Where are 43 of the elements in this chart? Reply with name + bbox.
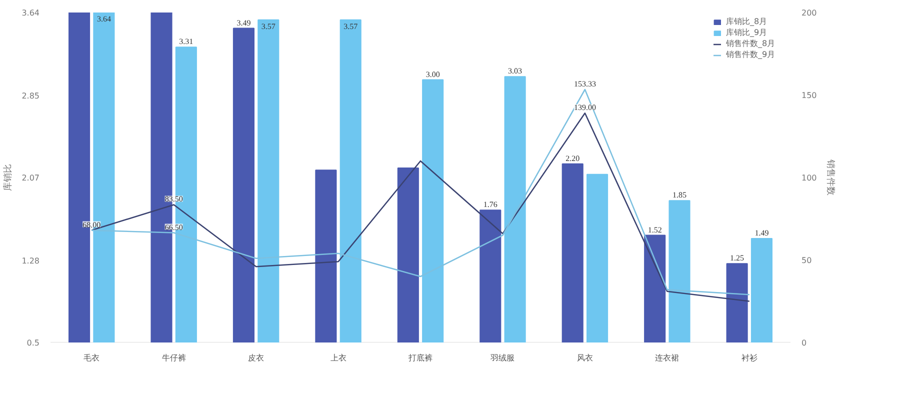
- y-tick-label: 2.85: [22, 92, 40, 101]
- legend-label: 销售件数_8月: [726, 38, 776, 49]
- y2-tick-label: 200: [802, 8, 817, 18]
- y-axis-title: 库销比: [2, 164, 14, 191]
- data-label: 1.52: [648, 225, 662, 234]
- y2-tick-label: 100: [802, 174, 817, 182]
- data-label: 3.64: [96, 14, 111, 24]
- y-tick-label: 1.28: [22, 256, 40, 266]
- data-label: 3.57: [344, 22, 358, 31]
- y-tick-label: 0.5: [26, 338, 40, 348]
- data-label: 153.33: [574, 80, 596, 89]
- x-tick-label: 连衣裙: [655, 354, 680, 362]
- x-tick-label: 衬衫: [741, 354, 758, 362]
- x-tick-label: 毛衣: [84, 354, 100, 362]
- legend-label: 库销比_8月: [726, 16, 768, 27]
- x-tick-label: 风衣: [576, 354, 593, 362]
- data-label: 3.49: [236, 18, 251, 28]
- x-tick-label: 打底裤: [408, 354, 432, 362]
- data-label: 3.03: [508, 66, 522, 76]
- data-label: 1.85: [672, 190, 686, 200]
- x-tick-label: 羽绒服: [490, 354, 515, 362]
- legend-label: 销售件数_9月: [726, 49, 776, 60]
- data-label: 3.00: [426, 70, 440, 79]
- y2-tick-label: 150: [802, 91, 817, 100]
- x-tick-label: 皮衣: [248, 354, 264, 362]
- y2-tick-label: 0: [802, 338, 807, 348]
- data-label: 3.57: [261, 22, 276, 31]
- data-label: 1.25: [730, 254, 744, 263]
- data-label: 139.00: [574, 103, 596, 112]
- data-label: 3.31: [179, 37, 194, 46]
- x-tick-label: 牛仔裤: [162, 354, 186, 362]
- y2-tick-label: 50: [802, 256, 812, 265]
- y2-axis-title: 销售件数: [824, 158, 836, 196]
- y-tick-label: 3.64: [22, 8, 40, 18]
- legend-label: 库销比_9月: [726, 27, 768, 38]
- data-label: 66.50: [164, 222, 183, 232]
- x-tick-label: 上衣: [330, 354, 346, 362]
- data-label: 1.76: [483, 200, 498, 210]
- data-label: 2.20: [566, 154, 580, 163]
- data-label: 83.50: [164, 194, 183, 204]
- data-label: 1.49: [754, 228, 769, 238]
- y-tick-label: 2.07: [22, 174, 40, 182]
- data-label: 68.00: [82, 220, 101, 230]
